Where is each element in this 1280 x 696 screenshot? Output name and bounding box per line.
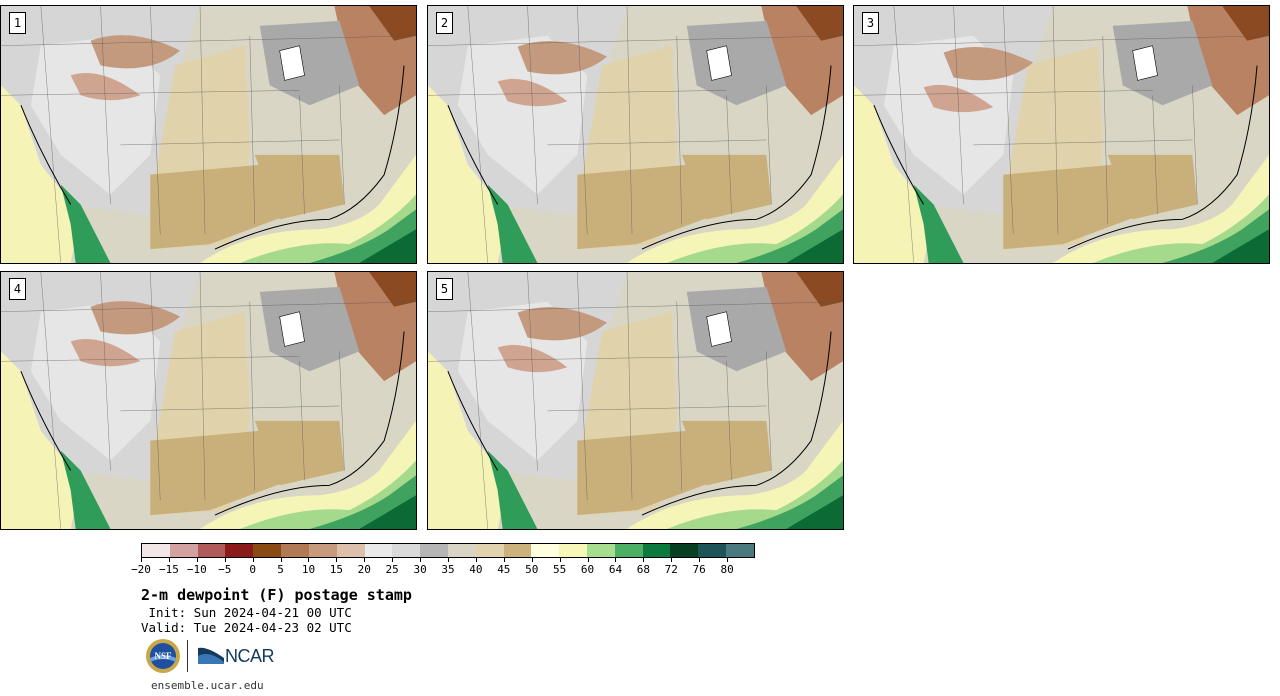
colorbar-tick bbox=[727, 558, 729, 562]
member-label: 1 bbox=[9, 12, 26, 34]
colorbar-tick-label: 80 bbox=[720, 563, 734, 576]
colorbar-tick bbox=[587, 558, 589, 562]
valid-time: Valid: Tue 2024-04-23 02 UTC bbox=[141, 620, 352, 635]
colorbar-tick-label: 68 bbox=[636, 563, 650, 576]
colorbar-segment bbox=[642, 544, 671, 557]
colorbar-tick-label: 50 bbox=[525, 563, 539, 576]
dewpoint-map bbox=[428, 6, 843, 263]
colorbar-tick bbox=[364, 558, 366, 562]
colorbar-segment bbox=[559, 544, 587, 557]
colorbar-segment bbox=[169, 544, 198, 557]
colorbar-segment bbox=[392, 544, 421, 557]
member-label: 2 bbox=[436, 12, 453, 34]
colorbar-tick-label: 45 bbox=[497, 563, 511, 576]
colorbar-tick-label: 15 bbox=[329, 563, 343, 576]
colorbar-tick bbox=[615, 558, 617, 562]
colorbar-tick-label: 76 bbox=[692, 563, 706, 576]
colorbar-tick-label: 30 bbox=[413, 563, 427, 576]
colorbar-segment bbox=[225, 544, 254, 557]
colorbar-tick-label: 35 bbox=[441, 563, 455, 576]
ncar-mark-icon bbox=[198, 647, 224, 664]
colorbar-segment bbox=[503, 544, 532, 557]
colorbar-tick-label: −5 bbox=[218, 563, 232, 576]
colorbar-tick-label: 25 bbox=[385, 563, 399, 576]
colorbar-tick bbox=[392, 558, 394, 562]
logo-divider bbox=[187, 640, 188, 672]
colorbar-segment bbox=[614, 544, 643, 557]
dewpoint-map bbox=[428, 272, 843, 529]
colorbar-tick-label: −20 bbox=[131, 563, 151, 576]
member-label: 3 bbox=[862, 12, 879, 34]
svg-text:NSF: NSF bbox=[154, 651, 172, 661]
colorbar-tick-label: 5 bbox=[277, 563, 284, 576]
colorbar-tick-label: 60 bbox=[580, 563, 595, 576]
colorbar-segment bbox=[531, 544, 560, 557]
logos: NSF NCAR bbox=[145, 638, 275, 674]
colorbar-segment bbox=[587, 544, 615, 557]
member-label: 5 bbox=[436, 278, 453, 300]
colorbar-segment bbox=[698, 544, 727, 557]
colorbar-tick bbox=[252, 558, 254, 562]
colorbar-segment bbox=[142, 544, 170, 557]
colorbar-tick bbox=[336, 558, 338, 562]
colorbar-tick-label: −10 bbox=[186, 563, 207, 576]
ncar-wordmark: NCAR bbox=[225, 646, 275, 666]
colorbar-tick bbox=[308, 558, 310, 562]
postage-stamp-map-1: 1 bbox=[0, 5, 417, 264]
colorbar-tick bbox=[420, 558, 422, 562]
colorbar-tick-label: 40 bbox=[469, 563, 483, 576]
postage-stamp-map-5: 5 bbox=[427, 271, 844, 530]
colorbar-segment bbox=[364, 544, 393, 557]
colorbar-tick bbox=[503, 558, 505, 562]
colorbar-tick-label: 64 bbox=[608, 563, 623, 576]
postage-stamp-map-3: 3 bbox=[853, 5, 1270, 264]
colorbar-tick bbox=[531, 558, 533, 562]
colorbar-segment bbox=[281, 544, 309, 557]
dewpoint-map bbox=[1, 6, 416, 263]
member-label: 4 bbox=[9, 278, 26, 300]
colorbar-tick bbox=[141, 558, 142, 562]
colorbar-segment bbox=[308, 544, 337, 557]
colorbar-tick bbox=[699, 558, 701, 562]
site-url: ensemble.ucar.edu bbox=[151, 679, 264, 692]
postage-stamp-map-2: 2 bbox=[427, 5, 844, 264]
colorbar-tick-label: 0 bbox=[249, 563, 256, 576]
colorbar-tick bbox=[168, 558, 170, 562]
colorbar bbox=[141, 543, 755, 558]
colorbar-tick-label: −15 bbox=[158, 563, 179, 576]
postage-stamp-map-4: 4 bbox=[0, 271, 417, 530]
colorbar-tick-label: 10 bbox=[301, 563, 316, 576]
colorbar-segment bbox=[420, 544, 448, 557]
colorbar-tick-label: 55 bbox=[553, 563, 567, 576]
dewpoint-map bbox=[1, 272, 416, 529]
dewpoint-map bbox=[854, 6, 1269, 263]
colorbar-ticks: −20 −15 −10 −5 0 5 10 15 20 25 30 35 40 45 50 55 60 64 68 7… bbox=[131, 558, 755, 576]
colorbar-tick bbox=[196, 558, 198, 562]
colorbar-tick-label: 72 bbox=[664, 563, 678, 576]
colorbar-segment bbox=[197, 544, 226, 557]
colorbar-tick bbox=[475, 558, 477, 562]
colorbar-tick bbox=[671, 558, 673, 562]
colorbar-segment bbox=[475, 544, 504, 557]
colorbar-tick bbox=[643, 558, 645, 562]
page-title: 2-m dewpoint (F) postage stamp bbox=[141, 586, 412, 604]
colorbar-tick bbox=[559, 558, 561, 562]
nsf-logo: NSF bbox=[146, 639, 180, 673]
colorbar-segment bbox=[726, 544, 754, 557]
colorbar-tick bbox=[224, 558, 226, 562]
init-time: Init: Sun 2024-04-21 00 UTC bbox=[141, 605, 352, 620]
colorbar-tick bbox=[448, 558, 449, 562]
colorbar-tick-label: 20 bbox=[357, 563, 371, 576]
colorbar-segment bbox=[670, 544, 699, 557]
colorbar-segment bbox=[253, 544, 282, 557]
colorbar-segment bbox=[336, 544, 365, 557]
colorbar-segment bbox=[447, 544, 476, 557]
colorbar-tick bbox=[280, 558, 282, 562]
